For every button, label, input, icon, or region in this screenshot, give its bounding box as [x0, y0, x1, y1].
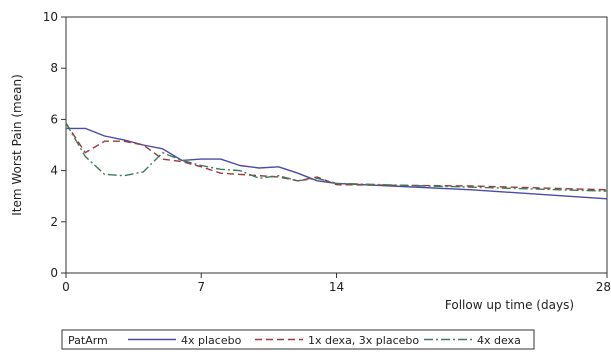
plot-area	[65, 16, 608, 274]
y-tick-label: 10	[43, 10, 58, 24]
y-axis-title: Item Worst Pain (mean)	[10, 74, 24, 216]
x-tick-label: 14	[329, 280, 344, 294]
series-line-2	[65, 122, 608, 191]
y-tick-label: 2	[50, 215, 58, 229]
legend-box	[61, 329, 535, 350]
x-axis: 0 7 14 28	[62, 273, 611, 294]
x-tick-label: 7	[197, 280, 205, 294]
legend-label-2: 1x dexa, 3x placebo	[308, 334, 419, 347]
y-tick-label: 8	[50, 61, 58, 75]
x-tick-label: 0	[62, 280, 70, 294]
legend-label-3: 4x dexa	[477, 334, 521, 347]
legend: PatArm 4x placebo 1x dexa, 3x placebo 4x d…	[61, 329, 535, 350]
y-tick-label: 4	[50, 164, 58, 178]
plot-frame	[65, 16, 608, 274]
y-tick-label: 0	[50, 266, 58, 280]
series-lines	[65, 122, 608, 200]
x-tick-label: 28	[596, 280, 611, 294]
y-tick-label: 6	[50, 112, 58, 126]
series-line-3	[65, 122, 608, 192]
legend-label-1: 4x placebo	[181, 334, 242, 347]
y-axis: 0 2 4 6 8 10	[43, 10, 66, 280]
legend-title: PatArm	[68, 334, 108, 347]
series-line-1	[66, 127, 608, 200]
x-axis-title: Follow up time (days)	[445, 298, 574, 312]
